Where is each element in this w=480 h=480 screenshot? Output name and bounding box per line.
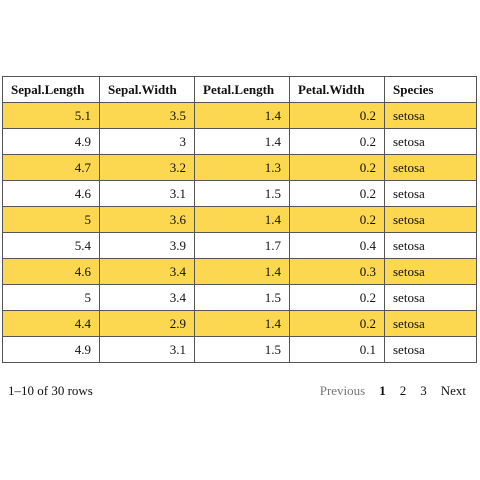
table-cell: 3 <box>99 128 195 155</box>
column-header-sepal-width[interactable]: Sepal.Width <box>99 76 195 103</box>
table-row: 4.6 3.1 1.5 0.2 setosa <box>2 180 477 207</box>
table-cell: 1.7 <box>194 232 290 259</box>
table-cell: 3.9 <box>99 232 195 259</box>
column-header-petal-width[interactable]: Petal.Width <box>289 76 385 103</box>
table-cell: 5 <box>2 284 100 311</box>
table-cell: setosa <box>384 336 477 363</box>
table-cell: 1.5 <box>194 284 290 311</box>
next-page-button[interactable]: Next <box>440 383 466 398</box>
table-cell: 4.6 <box>2 258 100 285</box>
table-row: 4.6 3.4 1.4 0.3 setosa <box>2 258 477 285</box>
table-cell: 1.3 <box>194 154 290 181</box>
table-cell: 0.2 <box>289 310 385 337</box>
table-cell: 3.5 <box>99 102 195 129</box>
table-cell: setosa <box>384 102 477 129</box>
table-cell: 3.2 <box>99 154 195 181</box>
table-row: 4.7 3.2 1.3 0.2 setosa <box>2 154 477 181</box>
table-cell: 1.4 <box>194 258 290 285</box>
table-cell: setosa <box>384 258 477 285</box>
table-cell: 1.4 <box>194 310 290 337</box>
table-cell: 3.4 <box>99 258 195 285</box>
table-row: 4.9 3 1.4 0.2 setosa <box>2 128 477 155</box>
table-cell: 4.9 <box>2 128 100 155</box>
page-2-button[interactable]: 2 <box>399 383 407 398</box>
table-cell: setosa <box>384 180 477 207</box>
table-footer: 1–10 of 30 rows Previous 1 2 3 Next <box>8 380 466 402</box>
table-row: 5.4 3.9 1.7 0.4 setosa <box>2 232 477 259</box>
table-cell: setosa <box>384 206 477 233</box>
table-cell: 5.4 <box>2 232 100 259</box>
page-1-button[interactable]: 1 <box>379 383 386 398</box>
table-cell: 0.2 <box>289 154 385 181</box>
table-cell: 0.2 <box>289 128 385 155</box>
table-row: 5 3.6 1.4 0.2 setosa <box>2 206 477 233</box>
table-cell: 0.3 <box>289 258 385 285</box>
table-cell: 3.4 <box>99 284 195 311</box>
table-cell: setosa <box>384 284 477 311</box>
table-cell: 0.4 <box>289 232 385 259</box>
table-cell: 0.2 <box>289 206 385 233</box>
column-header-petal-length[interactable]: Petal.Length <box>194 76 290 103</box>
table-row: 4.9 3.1 1.5 0.1 setosa <box>2 336 477 363</box>
table-row: 4.4 2.9 1.4 0.2 setosa <box>2 310 477 337</box>
column-header-sepal-length[interactable]: Sepal.Length <box>2 76 100 103</box>
table-cell: 0.1 <box>289 336 385 363</box>
previous-page-button[interactable]: Previous <box>319 383 366 398</box>
table-cell: 5 <box>2 206 100 233</box>
pagination: Previous 1 2 3 Next <box>320 383 466 399</box>
table-cell: 3.1 <box>99 180 195 207</box>
table-cell: setosa <box>384 310 477 337</box>
table-cell: 4.6 <box>2 180 100 207</box>
table-cell: 4.7 <box>2 154 100 181</box>
table-cell: setosa <box>384 128 477 155</box>
table-cell: 1.5 <box>194 336 290 363</box>
table-cell: 0.2 <box>289 180 385 207</box>
column-header-species[interactable]: Species <box>384 76 477 103</box>
table-cell: 1.4 <box>194 102 290 129</box>
table-cell: 5.1 <box>2 102 100 129</box>
table-header-row: Sepal.Length Sepal.Width Petal.Length Pe… <box>2 76 477 103</box>
table-row: 5 3.4 1.5 0.2 setosa <box>2 284 477 311</box>
table-cell: 3.1 <box>99 336 195 363</box>
page-3-button[interactable]: 3 <box>420 383 427 398</box>
table-cell: 1.4 <box>194 128 290 155</box>
table-row: 5.1 3.5 1.4 0.2 setosa <box>2 102 477 129</box>
table-cell: 0.2 <box>289 102 385 129</box>
data-table: Sepal.Length Sepal.Width Petal.Length Pe… <box>2 76 477 363</box>
data-table-container: Sepal.Length Sepal.Width Petal.Length Pe… <box>2 76 477 363</box>
table-cell: 0.2 <box>289 284 385 311</box>
table-cell: setosa <box>384 154 477 181</box>
row-summary: 1–10 of 30 rows <box>8 383 93 398</box>
table-cell: 1.4 <box>194 206 290 233</box>
table-cell: 1.5 <box>194 180 290 207</box>
table-cell: 4.4 <box>2 310 100 337</box>
table-cell: 3.6 <box>99 206 195 233</box>
table-cell: 4.9 <box>2 336 100 363</box>
table-cell: setosa <box>384 232 477 259</box>
table-cell: 2.9 <box>99 310 195 337</box>
